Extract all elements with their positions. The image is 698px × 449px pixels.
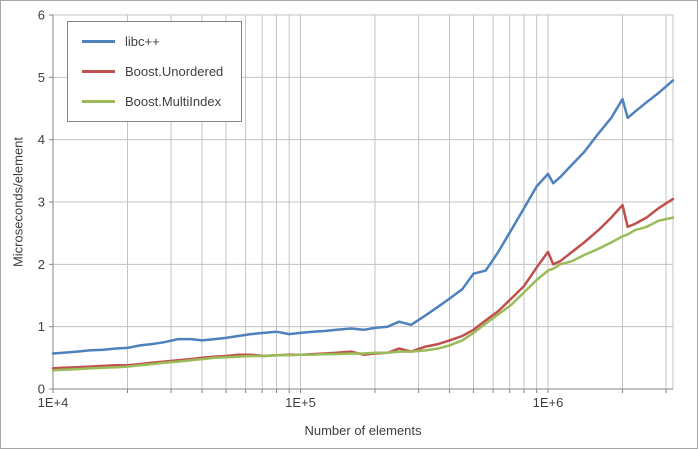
y-tick-label: 4 [38, 132, 45, 147]
y-tick-label: 0 [38, 382, 45, 397]
series-line-libc-[interactable] [51, 79, 675, 355]
legend-item-boost-multiindex[interactable]: Boost.MultiIndex [82, 93, 223, 110]
legend-label: Boost.Unordered [125, 64, 224, 79]
legend-line-swatch [82, 40, 115, 43]
x-tick-label: 1E+4 [38, 395, 69, 410]
y-tick-label: 2 [38, 257, 45, 272]
series-line-boost-unordered[interactable] [51, 197, 675, 370]
x-tick-label: 1E+5 [285, 395, 316, 410]
y-tick-label: 3 [38, 195, 45, 210]
legend: libc++ Boost.Unordered Boost.MultiIndex [67, 21, 243, 122]
y-tick-label: 6 [38, 8, 45, 23]
legend-item-libcpp[interactable]: libc++ [82, 33, 223, 50]
y-axis-title: Microseconds/element [10, 136, 26, 268]
series-line-boost-multiindex[interactable] [51, 216, 675, 372]
x-tick-label: 1E+6 [533, 395, 564, 410]
legend-label: libc++ [125, 34, 160, 49]
y-tick-label: 5 [38, 70, 45, 85]
legend-label: Boost.MultiIndex [125, 94, 222, 109]
y-tick-label: 1 [38, 319, 45, 334]
legend-line-swatch [82, 100, 115, 103]
legend-item-boost-unordered[interactable]: Boost.Unordered [82, 63, 223, 80]
legend-line-swatch [82, 70, 115, 73]
x-axis-title: Number of elements [304, 423, 422, 438]
